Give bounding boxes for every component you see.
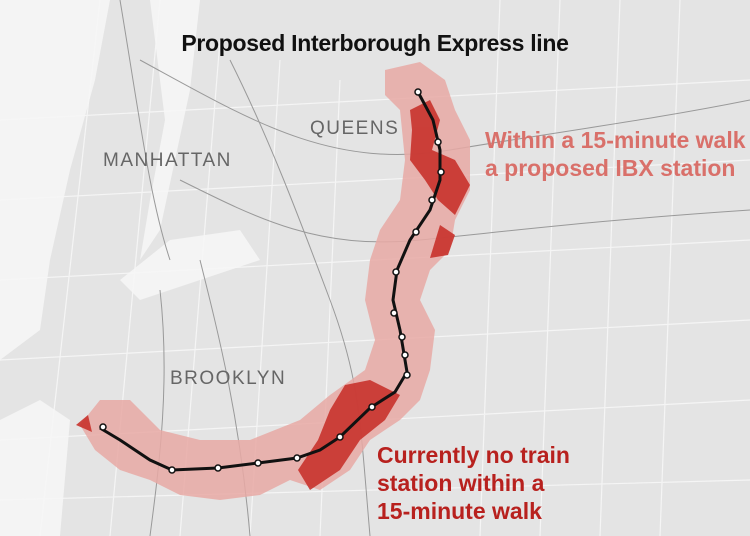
station-marker bbox=[434, 138, 442, 146]
station-marker bbox=[392, 268, 400, 276]
station-marker bbox=[168, 466, 176, 474]
walk-zone-label: Within a 15-minute walk of a proposed IB… bbox=[485, 126, 750, 182]
station-marker bbox=[428, 196, 436, 204]
no-train-line-1: Currently no train bbox=[377, 442, 570, 468]
no-train-line-2: station within a bbox=[377, 470, 545, 496]
station-marker bbox=[398, 333, 406, 341]
station-marker bbox=[412, 228, 420, 236]
ibx-line bbox=[99, 91, 442, 472]
walk-zone-line-1: Within a 15-minute walk of bbox=[485, 127, 750, 153]
station-marker bbox=[437, 168, 445, 176]
no-train-label: Currently no train station within a 15-m… bbox=[377, 441, 570, 525]
station-marker bbox=[99, 423, 107, 431]
walk-zone-line-2: a proposed IBX station bbox=[485, 155, 736, 181]
station-marker bbox=[403, 371, 411, 379]
station-marker bbox=[414, 88, 422, 96]
station-marker bbox=[254, 459, 262, 467]
label-queens: QUEENS bbox=[310, 118, 400, 139]
station-marker bbox=[401, 351, 409, 359]
stations bbox=[99, 88, 445, 474]
station-marker bbox=[390, 309, 398, 317]
station-marker bbox=[214, 464, 222, 472]
water bbox=[0, 0, 260, 536]
label-brooklyn: BROOKLYN bbox=[170, 368, 287, 389]
label-manhattan: MANHATTAN bbox=[103, 150, 232, 171]
station-marker bbox=[336, 433, 344, 441]
station-marker bbox=[293, 454, 301, 462]
map-title: Proposed Interborough Express line bbox=[181, 30, 569, 56]
no-train-line-3: 15-minute walk bbox=[377, 498, 542, 524]
station-marker bbox=[368, 403, 376, 411]
